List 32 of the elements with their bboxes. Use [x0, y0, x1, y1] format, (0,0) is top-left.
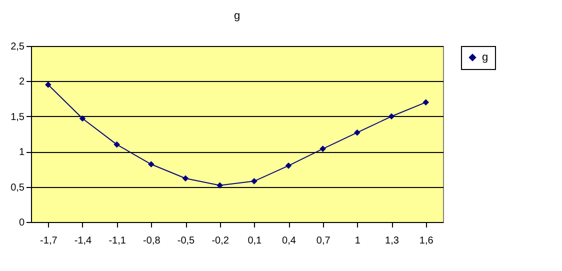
point [114, 141, 120, 148]
point [45, 82, 52, 88]
point [148, 161, 154, 168]
x-tick-label: -1,4 [74, 236, 92, 246]
chart-title: g [234, 10, 240, 22]
y-tick-label: 1 [18, 147, 25, 158]
x-tick-label: -1,1 [108, 236, 126, 246]
y-tick-label: 2 [18, 76, 25, 88]
y-tick-label: 1,5 [10, 112, 25, 123]
y-tick-label: 2,5 [10, 42, 25, 52]
point [216, 182, 223, 189]
x-tick-label: 1,3 [385, 236, 400, 246]
point [422, 99, 429, 106]
x-tick-label: -0,2 [212, 236, 230, 246]
x-tick-label: 1,6 [419, 236, 434, 246]
point [354, 129, 360, 136]
x-tick-label: 0,4 [282, 236, 296, 246]
point [79, 115, 86, 122]
point [182, 175, 189, 182]
point [251, 178, 258, 184]
point [388, 113, 395, 120]
x-tick-label: 0,1 [248, 236, 262, 246]
x-tick-label: 1 [354, 236, 361, 246]
x-tick-label: 0,7 [316, 236, 331, 246]
point [320, 146, 326, 152]
legend-label: g [482, 52, 488, 64]
x-tick-label: -1,7 [40, 236, 58, 246]
y-tick-label: 0,5 [10, 182, 25, 194]
x-tick-label: -0,5 [177, 236, 196, 246]
point [285, 162, 292, 169]
y-tick-label: 0 [18, 218, 25, 228]
x-tick-label: -0,8 [143, 236, 161, 246]
